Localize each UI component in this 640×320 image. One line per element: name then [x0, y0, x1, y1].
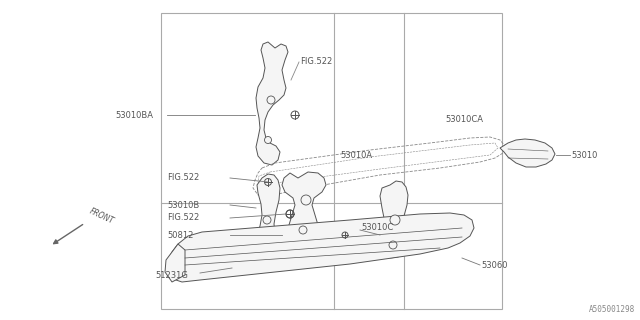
- Text: 53010BA: 53010BA: [115, 110, 153, 119]
- Circle shape: [264, 137, 271, 143]
- Text: FIG.522: FIG.522: [167, 173, 199, 182]
- Polygon shape: [378, 181, 408, 258]
- Circle shape: [267, 96, 275, 104]
- Text: 50812: 50812: [167, 230, 193, 239]
- Text: 53010A: 53010A: [340, 150, 372, 159]
- Text: 51231G: 51231G: [155, 270, 188, 279]
- Circle shape: [263, 216, 271, 224]
- Text: 53010B: 53010B: [167, 201, 199, 210]
- Text: FRONT: FRONT: [88, 207, 115, 226]
- Polygon shape: [165, 244, 185, 282]
- Text: FIG.522: FIG.522: [167, 213, 199, 222]
- Polygon shape: [500, 139, 555, 167]
- Text: FIG.522: FIG.522: [300, 58, 332, 67]
- Text: 53010C: 53010C: [361, 223, 393, 233]
- Polygon shape: [256, 42, 288, 165]
- Text: A505001298: A505001298: [589, 305, 635, 314]
- Text: 53060: 53060: [481, 260, 508, 269]
- Circle shape: [299, 226, 307, 234]
- Polygon shape: [166, 213, 474, 282]
- Polygon shape: [256, 174, 280, 256]
- Bar: [161, 13, 502, 309]
- Text: 53010CA: 53010CA: [445, 116, 483, 124]
- Circle shape: [390, 215, 400, 225]
- Text: 53010: 53010: [571, 150, 597, 159]
- Circle shape: [301, 195, 311, 205]
- Polygon shape: [282, 172, 326, 245]
- Circle shape: [389, 241, 397, 249]
